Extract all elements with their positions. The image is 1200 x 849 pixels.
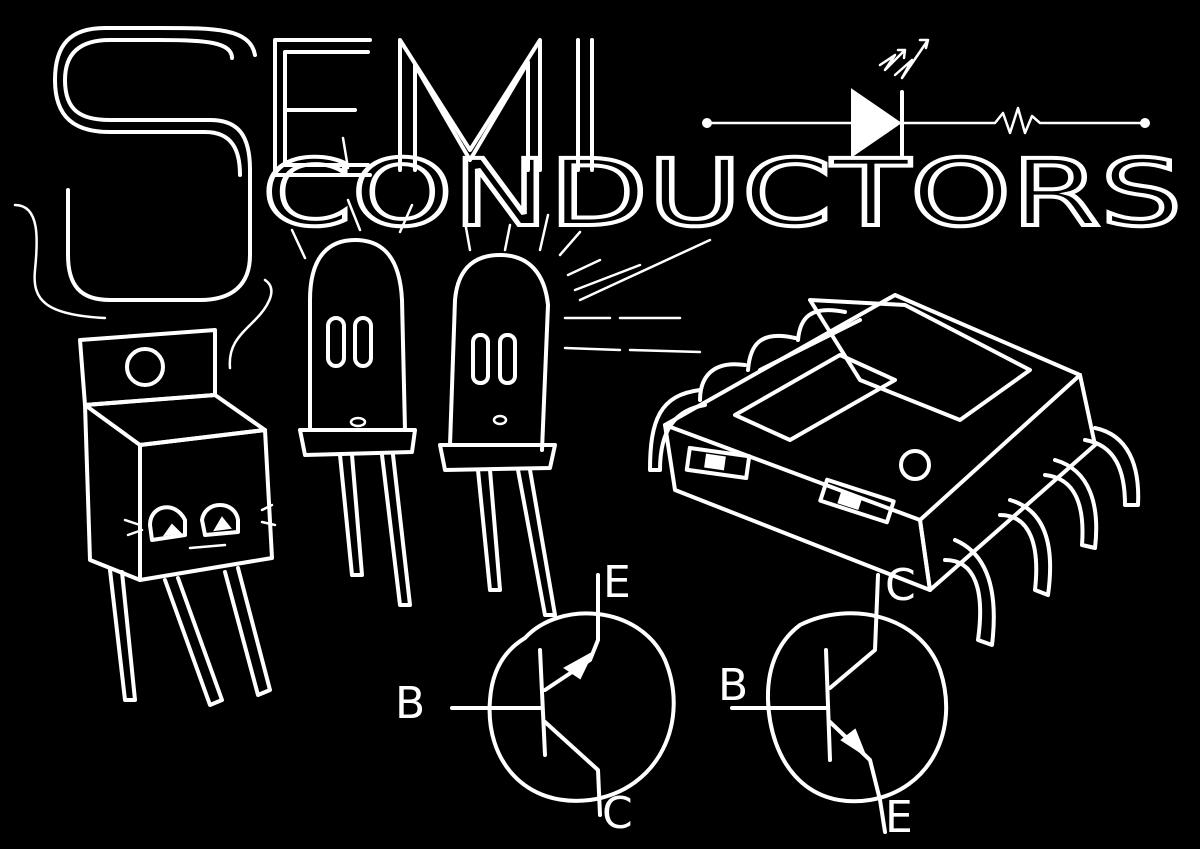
title-conductors: CONDUCTORS — [260, 138, 1184, 249]
npn-transistor-diagram: C B E — [718, 560, 949, 843]
ic-chip-icon — [648, 293, 1141, 647]
pnp-collector-label: C — [602, 788, 633, 839]
title-line1: SEMI — [60, 13, 600, 211]
npn-emitter-label: E — [885, 792, 913, 843]
resistor-schematic-icon — [900, 106, 1150, 135]
led-component-left — [290, 136, 417, 607]
npn-base-label: B — [718, 660, 748, 711]
pnp-transistor-diagram: E B C — [395, 557, 676, 839]
title-line2: CONDUCTORS — [262, 140, 1182, 247]
npn-collector-label: C — [885, 560, 916, 611]
led-component-right — [438, 213, 712, 617]
pnp-base-label: B — [395, 678, 425, 729]
led-schematic-icon — [702, 38, 930, 158]
pnp-emitter-label: E — [603, 557, 631, 608]
title-semi: SEMI — [53, 26, 594, 302]
voltage-regulator-icon — [13, 203, 277, 707]
